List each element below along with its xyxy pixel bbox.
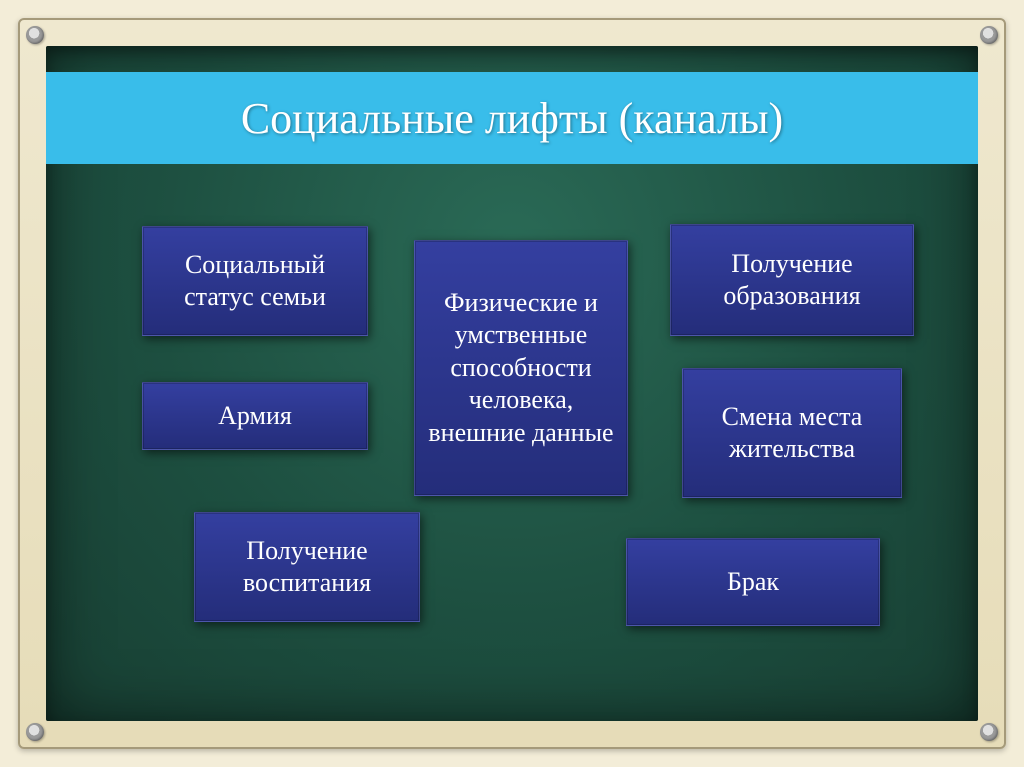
concept-box-label: Получение образования: [683, 248, 901, 313]
wooden-frame: Социальные лифты (каналы) Социальный ста…: [18, 18, 1006, 749]
concept-box-label: Физические и умственные способности чело…: [427, 287, 615, 450]
chalkboard: Социальные лифты (каналы) Социальный ста…: [46, 46, 978, 721]
slide-title: Социальные лифты (каналы): [46, 72, 978, 164]
slide-title-text: Социальные лифты (каналы): [241, 93, 783, 144]
concept-box-residence: Смена места жительства: [682, 368, 902, 498]
concept-box-abilities: Физические и умственные способности чело…: [414, 240, 628, 496]
screw-icon: [980, 723, 998, 741]
concept-box-army: Армия: [142, 382, 368, 450]
concept-box-upbringing: Получение воспитания: [194, 512, 420, 622]
concept-box-label: Армия: [218, 400, 292, 433]
screw-icon: [26, 723, 44, 741]
concept-box-label: Получение воспитания: [207, 535, 407, 600]
concept-box-label: Социальный статус семьи: [155, 249, 355, 314]
concept-box-marriage: Брак: [626, 538, 880, 626]
screw-icon: [980, 26, 998, 44]
concept-box-social-status: Социальный статус семьи: [142, 226, 368, 336]
concept-box-education: Получение образования: [670, 224, 914, 336]
screw-icon: [26, 26, 44, 44]
concept-box-label: Брак: [727, 566, 779, 599]
concept-box-label: Смена места жительства: [695, 401, 889, 466]
